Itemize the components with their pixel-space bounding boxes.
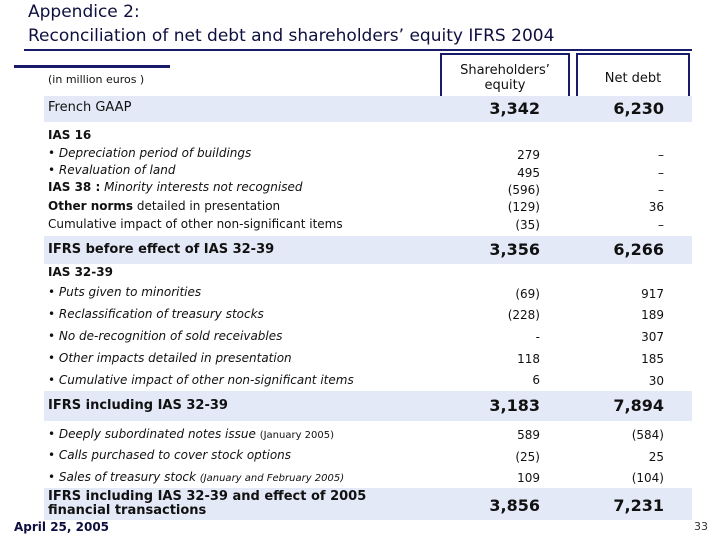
ias32-row-other-impacts: • Other impacts detailed in presentation [48, 351, 292, 365]
ias16-equity-3: (129) [507, 200, 540, 214]
net-debt-column-header: Net debt [576, 53, 690, 103]
french-gaap-band [44, 96, 692, 122]
ias16-row-depreciation: • Depreciation period of buildings [48, 146, 252, 160]
french-gaap-net-debt: 6,230 [613, 99, 664, 118]
ias38-label-bold: IAS 38 : [48, 180, 101, 194]
ias32-equity-2: - [535, 330, 540, 344]
including-ias32-band [44, 391, 692, 421]
units-bar [14, 65, 170, 68]
transaction-sales-date: (January and February 2005) [199, 473, 345, 484]
transaction-row-notes: • Deeply subordinated notes issue (Janua… [48, 427, 334, 441]
including-ias32-net-debt: 7,894 [613, 396, 664, 415]
ias16-header: IAS 16 [48, 128, 92, 142]
ias38-label-rest: Minority interests not recognised [100, 180, 303, 194]
french-gaap-label: French GAAP [48, 100, 132, 115]
transaction-notes-date: (January 2005) [259, 430, 335, 441]
including-ias32-equity: 3,183 [489, 396, 540, 415]
ias32-row-reclassification: • Reclassification of treasury stocks [48, 307, 264, 321]
transaction-equity-1: (25) [515, 450, 540, 464]
ias32-row-puts: • Puts given to minorities [48, 285, 202, 299]
ias32-netdebt-2: 307 [641, 330, 664, 344]
french-gaap-equity: 3,342 [489, 99, 540, 118]
final-net-debt: 7,231 [613, 496, 664, 515]
ias16-netdebt-0: – [658, 148, 664, 162]
ias16-equity-4: (35) [515, 218, 540, 232]
ias32-row-no-derecognition: • No de-recognition of sold receivables [48, 329, 283, 343]
ias32-header: IAS 32-39 [48, 265, 113, 279]
ias32-equity-3: 118 [517, 352, 540, 366]
ias16-netdebt-3: 36 [648, 200, 664, 214]
transaction-equity-2: 109 [517, 471, 540, 485]
equity-column-header-text: Shareholders’ equity [460, 63, 550, 93]
other-norms-label-bold: Other norms [48, 199, 134, 213]
final-label-line1: IFRS including IAS 32-39 and effect of 2… [48, 489, 367, 504]
ias32-netdebt-0: 917 [641, 287, 664, 301]
final-equity: 3,856 [489, 496, 540, 515]
before-ias32-label: IFRS before effect of IAS 32-39 [48, 242, 275, 257]
ias16-netdebt-1: – [658, 166, 664, 180]
transaction-row-sales: • Sales of treasury stock (January and F… [48, 470, 344, 484]
ias16-equity-1: 495 [517, 166, 540, 180]
ias16-netdebt-4: – [658, 218, 664, 232]
ias32-row-cumulative: • Cumulative impact of other non-signifi… [48, 373, 354, 387]
transaction-sales-label: • Sales of treasury stock [48, 470, 200, 484]
other-norms-label-rest: detailed in presentation [133, 199, 281, 213]
ias32-equity-4: 6 [532, 373, 540, 387]
ias16-equity-2: (596) [507, 183, 540, 197]
net-debt-column-header-text: Net debt [604, 70, 662, 86]
transaction-netdebt-2: (104) [631, 471, 664, 485]
ias16-equity-0: 279 [517, 148, 540, 162]
title-underline [24, 49, 692, 51]
including-ias32-label: IFRS including IAS 32-39 [48, 398, 228, 413]
before-ias32-band [44, 236, 692, 264]
transaction-row-calls: • Calls purchased to cover stock options [48, 448, 292, 462]
footer-date: April 25, 2005 [14, 520, 110, 534]
transaction-notes-label: • Deeply subordinated notes issue [48, 427, 260, 441]
page-number: 33 [694, 520, 708, 533]
transaction-equity-0: 589 [517, 428, 540, 442]
other-norms-row: Other norms detailed in presentation [48, 199, 280, 213]
ias38-row: IAS 38 : Minority interests not recognis… [48, 180, 303, 194]
ias16-row-revaluation: • Revaluation of land [48, 163, 176, 177]
transaction-netdebt-1: 25 [648, 450, 664, 464]
ias32-netdebt-4: 30 [648, 374, 664, 388]
ias32-equity-0: (69) [515, 287, 540, 301]
final-label: IFRS including IAS 32-39 and effect of 2… [48, 490, 366, 518]
ias32-equity-1: (228) [507, 308, 540, 322]
transaction-netdebt-0: (584) [631, 428, 664, 442]
before-ias32-net-debt: 6,266 [613, 240, 664, 259]
final-band [44, 488, 692, 520]
before-ias32-equity: 3,356 [489, 240, 540, 259]
units-label: (in million euros ) [48, 73, 145, 86]
page-title-line2: Reconciliation of net debt and sharehold… [28, 26, 555, 46]
ias32-netdebt-1: 189 [641, 308, 664, 322]
final-label-line2: financial transactions [48, 503, 207, 518]
equity-column-header: Shareholders’ equity [440, 53, 570, 103]
page-title-line1: Appendice 2: [28, 2, 140, 22]
ias16-netdebt-2: – [658, 183, 664, 197]
cumulative-impact-row: Cumulative impact of other non-significa… [48, 217, 343, 231]
ias32-netdebt-3: 185 [641, 352, 664, 366]
